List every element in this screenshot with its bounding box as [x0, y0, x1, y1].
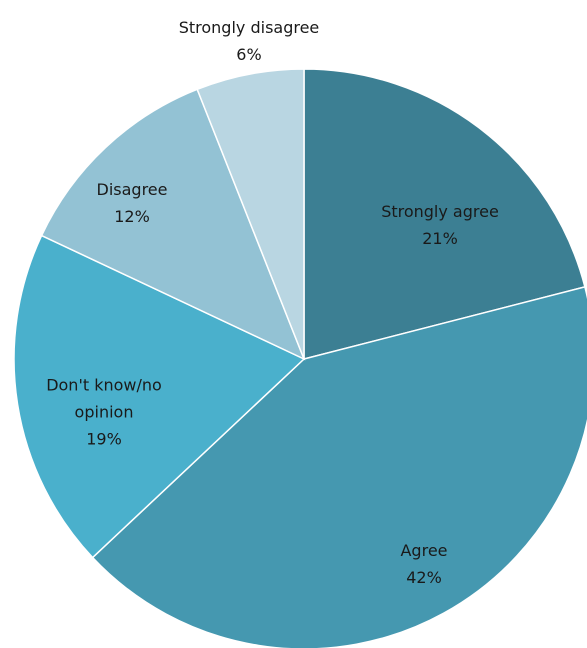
slice-value-text: 42%	[406, 568, 442, 587]
slice-label-agree: Agree 42%	[400, 541, 447, 587]
pie-slice-don-t-know-no-opinion	[13, 234, 306, 559]
pie-slice-disagree	[40, 88, 306, 361]
slice-label-text: Don't know/no	[46, 376, 162, 395]
pie-slice-agree	[91, 285, 587, 648]
slice-label-text: Disagree	[97, 180, 168, 199]
slice-label-strongly-disagree: Strongly disagree 6%	[179, 18, 320, 64]
pie-slice-strongly-agree	[303, 68, 586, 360]
slice-label-strongly-agree: Strongly agree 21%	[381, 202, 499, 248]
pie-slice-strongly-disagree	[196, 68, 305, 360]
slice-value-text: 21%	[422, 229, 458, 248]
slice-label-text: Agree	[400, 541, 447, 560]
pie-labels: Strongly agree 21% Agree 42% Don't know/no op…	[46, 18, 499, 587]
slice-label-text: Strongly agree	[381, 202, 499, 221]
slice-label-text: Strongly disagree	[179, 18, 320, 37]
slice-label-don-t-know-no-opinion: Don't know/no opinion 19%	[46, 376, 162, 449]
slice-value-text: 19%	[86, 430, 122, 449]
pie-slices	[13, 68, 587, 648]
slice-label-disagree: Disagree 12%	[97, 180, 168, 226]
slice-value-text: 6%	[236, 45, 261, 64]
slice-label-text: opinion	[75, 403, 134, 422]
slice-value-text: 12%	[114, 207, 150, 226]
